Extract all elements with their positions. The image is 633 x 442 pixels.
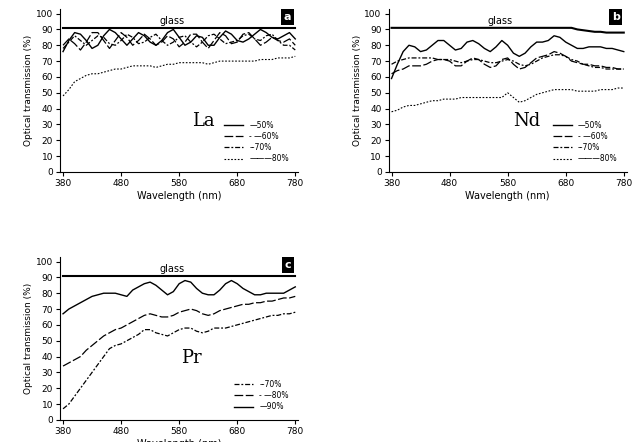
X-axis label: Wavelength (nm): Wavelength (nm) — [137, 191, 222, 201]
Y-axis label: Optical transmission (%): Optical transmission (%) — [24, 283, 33, 394]
Text: glass: glass — [488, 16, 513, 26]
Legend: —50%, - —60%, --70%, ———80%: —50%, - —60%, --70%, ———80% — [549, 118, 620, 167]
Text: a: a — [284, 12, 291, 22]
Y-axis label: Optical transmission (%): Optical transmission (%) — [353, 35, 361, 146]
Legend: --70%, - —80%, —90%: --70%, - —80%, —90% — [231, 377, 292, 415]
Text: Nd: Nd — [513, 112, 541, 130]
X-axis label: Wavelength (nm): Wavelength (nm) — [465, 191, 550, 201]
Text: c: c — [284, 260, 291, 270]
Text: Pr: Pr — [181, 349, 201, 367]
Y-axis label: Optical transmission (%): Optical transmission (%) — [24, 35, 33, 146]
Text: b: b — [611, 12, 620, 22]
X-axis label: Wavelength (nm): Wavelength (nm) — [137, 438, 222, 442]
Text: glass: glass — [160, 16, 185, 26]
Legend: —50%, - —60%, --70%, ———80%: —50%, - —60%, --70%, ———80% — [221, 118, 292, 167]
Text: glass: glass — [160, 264, 185, 274]
Text: La: La — [192, 112, 215, 130]
